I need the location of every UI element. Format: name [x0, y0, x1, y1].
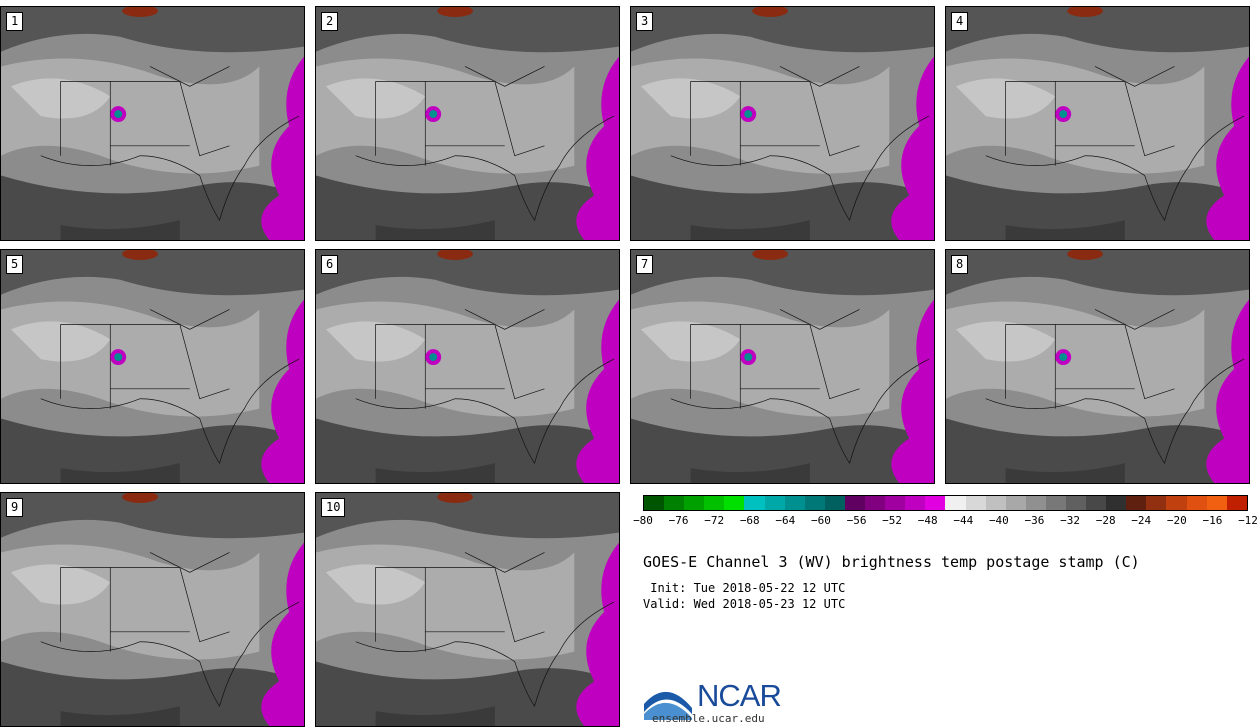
wv-map	[316, 250, 619, 483]
panel-number: 9	[6, 498, 24, 517]
colorbar-swatch	[965, 496, 986, 510]
colorbar-tick-label: −72	[704, 514, 725, 527]
colorbar-tick-label: −48	[917, 514, 938, 527]
stamp-panel-9: 9	[0, 492, 305, 727]
logo-url: ensemble.ucar.edu	[652, 712, 765, 725]
colorbar-tick-label: −28	[1095, 514, 1116, 527]
colorbar-swatch	[844, 496, 866, 510]
colorbar-swatch	[664, 496, 685, 510]
stamp-panel-7: 7	[630, 249, 935, 484]
colorbar-tick-label: −12	[1238, 514, 1258, 527]
colorbar-swatch	[1146, 496, 1167, 510]
colorbar-swatch	[1045, 496, 1066, 510]
colorbar-swatch	[684, 496, 705, 510]
colorbar-tick-label: −44	[953, 514, 974, 527]
wv-map	[631, 7, 934, 240]
wv-map	[316, 7, 619, 240]
colorbar-tick-label: −16	[1202, 514, 1223, 527]
colorbar-tick-label: −32	[1060, 514, 1080, 527]
stamp-panel-10: 10	[315, 492, 620, 727]
panel-number: 8	[951, 255, 969, 274]
init-time: Init: Tue 2018-05-22 12 UTC	[643, 581, 846, 595]
colorbar-tick-label: −76	[668, 514, 689, 527]
colorbar-swatch	[644, 496, 665, 510]
panel-number: 5	[6, 255, 24, 274]
colorbar-swatch	[885, 496, 906, 510]
wv-map	[1, 493, 304, 726]
stamp-panel-2: 2	[315, 6, 620, 241]
colorbar-swatch	[804, 496, 825, 510]
ncar-logo-icon	[644, 691, 692, 720]
wv-map	[631, 250, 934, 483]
colorbar	[643, 495, 1248, 511]
colorbar-swatch	[1086, 496, 1107, 510]
colorbar-tick-label: −24	[1131, 514, 1152, 527]
colorbar-swatch	[1106, 496, 1127, 510]
stamp-panel-6: 6	[315, 249, 620, 484]
colorbar-tick-label: −52	[882, 514, 903, 527]
wv-map	[316, 493, 619, 726]
figure-title: GOES-E Channel 3 (WV) brightness temp po…	[643, 553, 1140, 571]
wv-map	[946, 7, 1249, 240]
stamp-panel-8: 8	[945, 249, 1250, 484]
colorbar-tick-label: −60	[811, 514, 831, 527]
stamp-panel-3: 3	[630, 6, 935, 241]
stamp-panel-5: 5	[0, 249, 305, 484]
stamp-panel-4: 4	[945, 6, 1250, 241]
colorbar-swatch	[1206, 496, 1227, 510]
colorbar-swatch	[985, 496, 1006, 510]
colorbar-tick-label: −68	[739, 514, 760, 527]
colorbar-tick-label: −40	[988, 514, 1009, 527]
colorbar-swatch	[905, 496, 926, 510]
colorbar-ticks: −80 −76 −72 −68 −64 −60 −56 −52 −48 −44 −40 −36 −32 −…	[633, 514, 1258, 530]
colorbar-tick-label: −20	[1166, 514, 1187, 527]
colorbar-swatch	[704, 496, 725, 510]
colorbar-tick-label: −56	[846, 514, 867, 527]
stamp-panel-1: 1	[0, 6, 305, 241]
panel-number: 10	[321, 498, 346, 517]
colorbar-swatch	[1226, 496, 1247, 510]
colorbar-swatch	[925, 496, 946, 510]
valid-time: Valid: Wed 2018-05-23 12 UTC	[643, 597, 846, 611]
wv-map	[1, 250, 304, 483]
colorbar-swatch	[1065, 496, 1087, 510]
colorbar-swatch	[945, 496, 966, 510]
panel-number: 7	[636, 255, 654, 274]
colorbar-tick-label: −64	[775, 514, 796, 527]
colorbar-swatch	[724, 496, 745, 510]
colorbar-swatch	[1005, 496, 1026, 510]
colorbar-swatch	[824, 496, 845, 510]
colorbar-swatch	[865, 496, 886, 510]
colorbar-swatch	[1166, 496, 1187, 510]
logo-text: NCAR	[697, 678, 782, 713]
colorbar-tick-label: −36	[1024, 514, 1045, 527]
colorbar-tick-label: −80	[633, 514, 653, 527]
panel-number: 4	[951, 12, 969, 31]
colorbar-swatch	[1025, 496, 1046, 510]
panel-number: 3	[636, 12, 654, 31]
colorbar-swatch	[784, 496, 805, 510]
colorbar-swatch	[1126, 496, 1147, 510]
wv-map	[946, 250, 1249, 483]
panel-number: 1	[6, 12, 24, 31]
colorbar-swatch	[764, 496, 785, 510]
wv-map	[1, 7, 304, 240]
colorbar-swatch	[744, 496, 765, 510]
panel-number: 2	[321, 12, 339, 31]
colorbar-swatch	[1186, 496, 1207, 510]
panel-number: 6	[321, 255, 339, 274]
